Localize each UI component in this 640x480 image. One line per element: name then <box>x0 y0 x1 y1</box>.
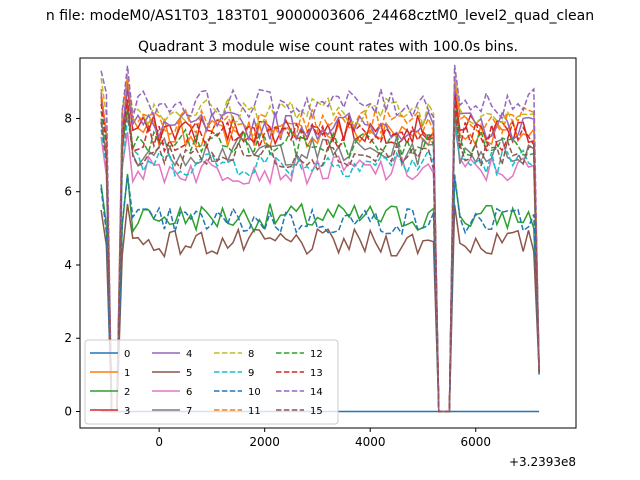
y-tick-label: 6 <box>64 185 72 199</box>
legend-frame <box>84 339 339 425</box>
legend-label: 3 <box>124 406 130 417</box>
legend-label: 10 <box>248 387 261 398</box>
y-tick-label: 8 <box>64 111 72 125</box>
legend-label: 8 <box>248 349 254 360</box>
series-line-5 <box>100 203 540 413</box>
y-tick-label: 2 <box>64 331 72 345</box>
legend-label: 7 <box>186 406 192 417</box>
legend-label: 1 <box>124 368 130 379</box>
legend-label: 15 <box>310 406 323 417</box>
series-line-4 <box>100 82 540 413</box>
legend-label: 14 <box>310 387 323 398</box>
legend-label: 6 <box>186 387 192 398</box>
legend-label: 5 <box>186 368 192 379</box>
x-axis: 0 2000 4000 6000 <box>155 428 491 449</box>
x-tick-label: 4000 <box>355 435 386 449</box>
x-offset-label: +3.2393e8 <box>509 455 576 469</box>
y-tick-label: 4 <box>64 258 72 272</box>
series-line-10 <box>100 174 540 413</box>
series-line-6 <box>100 125 540 413</box>
chart-title: Quadrant 3 module wise count rates with … <box>138 39 518 55</box>
legend-label: 13 <box>310 368 323 379</box>
legend-label: 4 <box>186 349 192 360</box>
series-line-13 <box>100 93 540 413</box>
series-lines <box>100 64 540 413</box>
series-line-14 <box>100 64 540 413</box>
legend-label: 12 <box>310 349 323 360</box>
y-axis: 0 2 4 6 8 <box>64 111 80 419</box>
legend-label: 2 <box>124 387 130 398</box>
legend-label: 0 <box>124 349 130 360</box>
legend-label: 11 <box>248 406 261 417</box>
series-line-11 <box>100 76 540 413</box>
figure-suptitle: n file: modeM0/AS1T03_183T01_9000003606_… <box>46 8 594 24</box>
series-line-12 <box>100 100 540 413</box>
x-tick-label: 2000 <box>249 435 280 449</box>
series-line-2 <box>100 173 540 413</box>
plot-frame <box>79 57 577 429</box>
legend-label: 9 <box>248 368 254 379</box>
x-tick-label: 0 <box>155 435 163 449</box>
y-tick-label: 0 <box>64 405 72 419</box>
series-line-15 <box>100 109 540 413</box>
x-tick-label: 6000 <box>460 435 491 449</box>
